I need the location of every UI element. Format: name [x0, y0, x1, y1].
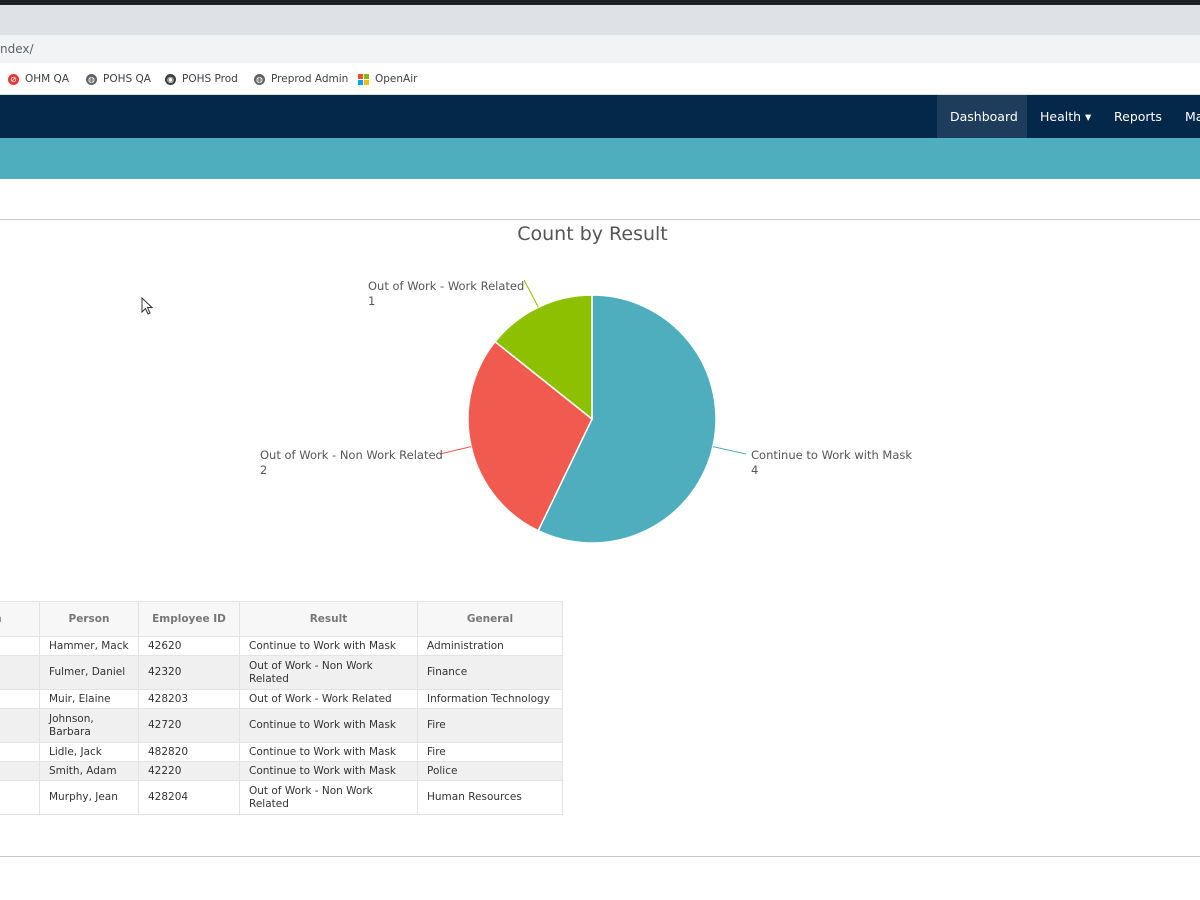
divider [0, 856, 1200, 857]
cell-person: Smith, Adam [39, 761, 139, 781]
bookmark-preprod-admin[interactable]: ◍ Preprod Admin [254, 73, 349, 85]
pie-leader-line-2 [523, 279, 539, 308]
table-header-row: tion Person Employee ID Result General [0, 601, 563, 637]
url-text[interactable]: ndex/ [0, 42, 34, 56]
column-header-result[interactable]: Result [239, 601, 418, 637]
cell-result: Continue to Work with Mask [239, 761, 418, 781]
cell-tion [0, 761, 40, 781]
divider [0, 219, 1200, 220]
cell-general: Information Technology [417, 689, 563, 709]
cell-person: Murphy, Jean [39, 780, 139, 815]
column-header-general[interactable]: General [417, 601, 563, 637]
cell-tion [0, 689, 40, 709]
cell-employee-id: 42720 [138, 708, 240, 743]
cell-person: Lidle, Jack [39, 742, 139, 762]
browser-top-strip [0, 0, 1200, 5]
app-navbar: Dashboard Health ▾ Reports Ma [0, 95, 1200, 138]
address-bar[interactable] [0, 35, 1200, 63]
cell-result: Out of Work - Non Work Related [239, 780, 418, 815]
cell-result: Out of Work - Work Related [239, 689, 418, 709]
globe-icon: ◍ [254, 73, 265, 85]
column-header-employee-id[interactable]: Employee ID [138, 601, 240, 637]
nav-health-dropdown[interactable]: Health ▾ [1040, 109, 1092, 124]
cell-general: Human Resources [417, 780, 563, 815]
pie-chart [439, 279, 747, 544]
table-row[interactable]: Lidle, Jack 482820 Continue to Work with… [0, 742, 563, 762]
cell-person: Johnson, Barbara [39, 708, 139, 743]
cell-result: Continue to Work with Mask [239, 708, 418, 743]
cell-person: Hammer, Mack [39, 636, 139, 656]
cell-result: Out of Work - Non Work Related [239, 655, 418, 690]
table-row[interactable]: Johnson, Barbara 42720 Continue to Work … [0, 708, 563, 743]
cell-person: Fulmer, Daniel [39, 655, 139, 690]
cell-employee-id: 42220 [138, 761, 240, 781]
red-circle-icon: ⊘ [8, 73, 19, 85]
table-row[interactable]: Fulmer, Daniel 42320 Out of Work - Non W… [0, 655, 563, 690]
cell-employee-id: 42620 [138, 636, 240, 656]
cell-tion [0, 636, 40, 656]
page-header-bar [0, 138, 1200, 179]
pie-slice-0[interactable] [537, 294, 717, 544]
cell-general: Finance [417, 655, 563, 690]
pie-leader-line-1 [439, 446, 472, 455]
cell-tion [0, 655, 40, 690]
nav-reports[interactable]: Reports [1114, 109, 1162, 124]
table-row[interactable]: Murphy, Jean 428204 Out of Work - Non Wo… [0, 780, 563, 815]
cell-tion [0, 742, 40, 762]
bookmarks-bar: ⊘ OHM QA ◍ POHS QA ◉ POHS Prod ◍ Preprod… [0, 63, 1200, 95]
mouse-cursor-icon [141, 297, 154, 315]
slice-label-continue-to-work: Continue to Work with Mask 4 [751, 448, 913, 477]
table-row[interactable]: Muir, Elaine 428203 Out of Work - Work R… [0, 689, 563, 709]
bookmark-pohs-qa[interactable]: ◍ POHS QA [86, 73, 151, 85]
bookmark-ohm-qa[interactable]: ⊘ OHM QA [8, 71, 69, 87]
cell-tion [0, 708, 40, 743]
nav-ma-truncated[interactable]: Ma [1185, 109, 1200, 124]
cell-result: Continue to Work with Mask [239, 636, 418, 656]
cell-employee-id: 482820 [138, 742, 240, 762]
slice-label-out-of-work-work-related: Out of Work - Work Related 1 [368, 279, 525, 308]
cell-general: Fire [417, 742, 563, 762]
table-row[interactable]: Smith, Adam 42220 Continue to Work with … [0, 761, 563, 781]
cell-employee-id: 42320 [138, 655, 240, 690]
browser-tab-bar [0, 5, 1200, 35]
circle-logo-icon: ◉ [165, 73, 176, 85]
results-table: tion Person Employee ID Result General H… [0, 601, 563, 815]
bookmark-openair[interactable]: OpenAir [358, 71, 417, 87]
cell-tion [0, 780, 40, 815]
column-header-person[interactable]: Person [39, 601, 139, 637]
column-header-tion[interactable]: tion [0, 601, 40, 637]
windows-logo-icon [358, 73, 369, 85]
cell-result: Continue to Work with Mask [239, 742, 418, 762]
cell-person: Muir, Elaine [39, 689, 139, 709]
chart-title: Count by Result [517, 223, 668, 245]
cell-employee-id: 428203 [138, 689, 240, 709]
slice-label-out-of-work-non-work: Out of Work - Non Work Related 2 [260, 448, 443, 477]
cell-general: Police [417, 761, 563, 781]
pie-leader-line-0 [712, 446, 747, 455]
cell-employee-id: 428204 [138, 780, 240, 815]
nav-dashboard[interactable]: Dashboard [937, 95, 1027, 138]
cell-general: Administration [417, 636, 563, 656]
table-row[interactable]: Hammer, Mack 42620 Continue to Work with… [0, 636, 563, 656]
bookmark-pohs-prod[interactable]: ◉ POHS Prod [165, 73, 238, 85]
cell-general: Fire [417, 708, 563, 743]
globe-icon: ◍ [86, 73, 97, 85]
